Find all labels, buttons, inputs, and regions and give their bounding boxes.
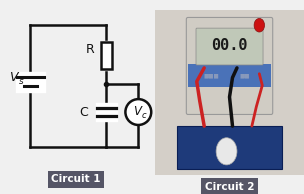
Text: V: V bbox=[133, 105, 141, 118]
FancyBboxPatch shape bbox=[196, 28, 263, 65]
Text: ■■: ■■ bbox=[239, 73, 250, 78]
Bar bbox=[177, 126, 282, 169]
Circle shape bbox=[216, 138, 237, 165]
Text: Circuit 2: Circuit 2 bbox=[205, 182, 254, 192]
Text: V: V bbox=[9, 71, 18, 84]
Bar bbox=[188, 64, 271, 87]
Text: C: C bbox=[79, 106, 88, 119]
Text: R: R bbox=[85, 43, 94, 56]
Text: 00.0: 00.0 bbox=[211, 38, 248, 53]
Circle shape bbox=[254, 18, 264, 32]
Text: c: c bbox=[142, 111, 147, 120]
Bar bbox=[101, 42, 112, 69]
Text: s: s bbox=[19, 77, 24, 86]
Text: Circuit 1: Circuit 1 bbox=[51, 174, 101, 184]
Text: ■■■: ■■■ bbox=[204, 73, 219, 78]
FancyBboxPatch shape bbox=[186, 17, 273, 114]
Circle shape bbox=[125, 99, 151, 125]
Bar bbox=[155, 10, 304, 175]
